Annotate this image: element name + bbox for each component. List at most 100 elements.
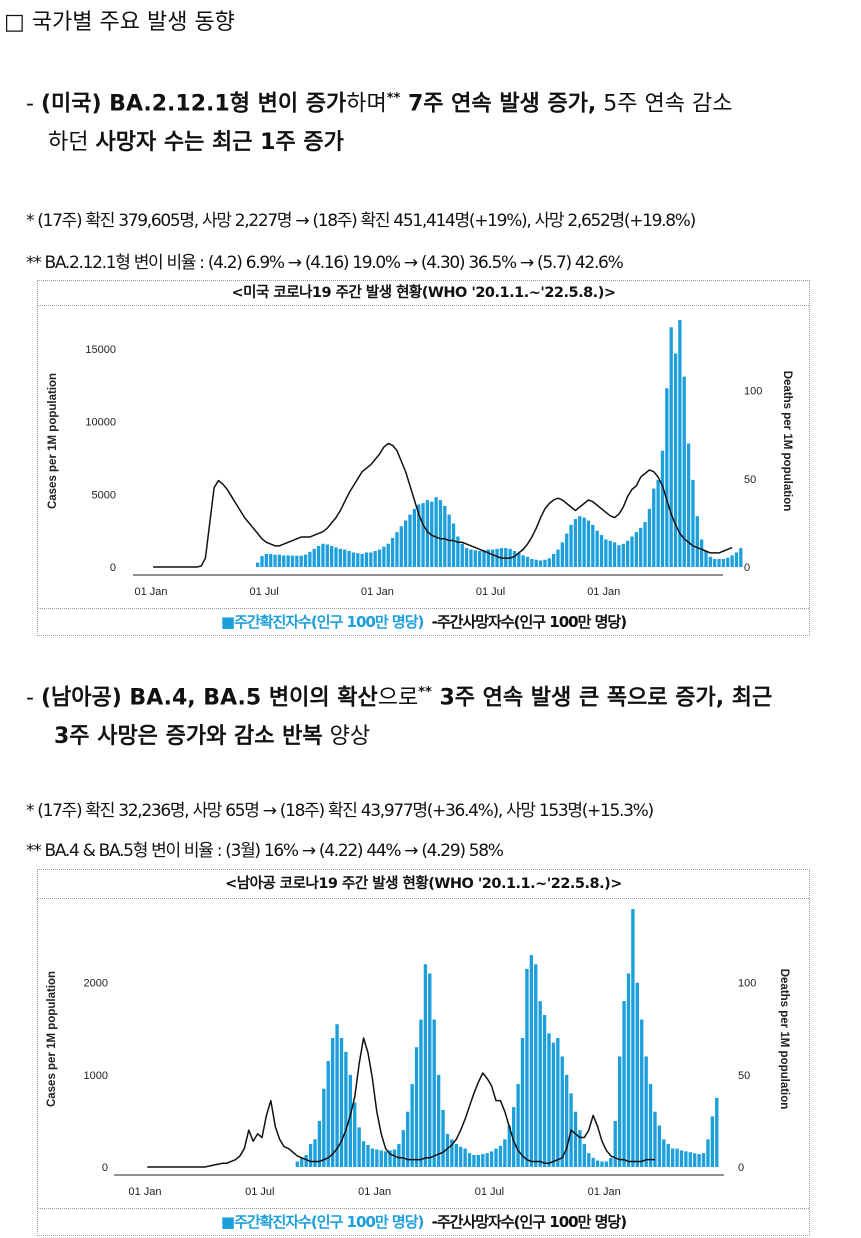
- y-tick-label: 15000: [85, 344, 116, 356]
- cases-bar: [467, 1153, 472, 1167]
- cases-bar: [366, 1144, 370, 1167]
- cases-bar: [708, 556, 713, 567]
- za-footnote-mark: **: [418, 685, 432, 700]
- cases-bar: [369, 552, 373, 567]
- x-tick-label: 01 Jul: [245, 1186, 274, 1198]
- cases-bar: [321, 543, 325, 567]
- cases-bar: [295, 555, 299, 567]
- cases-bar: [565, 533, 569, 567]
- cases-bar: [343, 549, 347, 567]
- cases-bar: [699, 539, 704, 567]
- x-tick-label: 01 Jul: [475, 1186, 504, 1198]
- cases-bar: [644, 1056, 648, 1167]
- cases-bar: [617, 1056, 622, 1167]
- cases-bar: [516, 1084, 520, 1167]
- us-footnote-mark: **: [386, 91, 401, 106]
- cases-bar: [582, 517, 586, 567]
- cases-bar: [587, 1153, 591, 1167]
- cases-bar: [621, 543, 625, 567]
- cases-bar: [364, 552, 369, 567]
- za-line2-bold: 3주 사망은 증가와 감소 반복: [54, 724, 323, 749]
- cases-bar: [662, 1139, 666, 1167]
- cases-bar: [686, 443, 691, 567]
- cases-bar: [338, 548, 343, 567]
- za-headline-normal1: 으로: [377, 685, 419, 711]
- cases-bar: [547, 1033, 551, 1167]
- section-title: □ 국가별 주요 발생 동향: [4, 10, 235, 35]
- x-tick-label: 01 Jan: [587, 586, 620, 598]
- cases-bar: [463, 1148, 467, 1167]
- cases-bar: [498, 1145, 503, 1167]
- cases-bar: [481, 1154, 485, 1167]
- cases-bar: [313, 1139, 317, 1167]
- deaths-line: [147, 1037, 655, 1168]
- cases-bar: [300, 1157, 304, 1167]
- cases-bar: [679, 1150, 684, 1167]
- cases-bar: [428, 973, 432, 1167]
- cases-bar: [560, 542, 565, 567]
- cases-bar: [377, 549, 382, 567]
- x-tick-label: 01 Jan: [588, 1186, 621, 1198]
- za-line2-normal: 양상: [322, 724, 371, 749]
- cases-bar: [436, 1074, 441, 1167]
- cases-bar: [653, 1111, 657, 1167]
- cases-bar: [464, 548, 469, 567]
- cases-bar: [682, 376, 686, 567]
- za-dash: -: [26, 685, 41, 711]
- cases-bar: [295, 1161, 300, 1167]
- cases-bar: [591, 1157, 595, 1167]
- za-chart: 01 Jan 01 Jul 01 Jan 01 Jul 01 Jan 0 1000 2000 0…: [46, 909, 790, 1198]
- cases-bar: [715, 1097, 719, 1167]
- cases-bar: [408, 514, 412, 567]
- cases-bar: [299, 555, 303, 567]
- cases-bar: [564, 1074, 569, 1167]
- za-bullet-line2: 3주 사망은 증가와 감소 반복 양상: [54, 718, 861, 756]
- cases-bar: [608, 540, 612, 567]
- us-line2-normal: 하던: [48, 130, 96, 155]
- cases-bar: [586, 520, 591, 567]
- cases-bar: [348, 1074, 352, 1167]
- cases-bar: [495, 548, 499, 567]
- us-chart: 01 Jan 01 Jul 01 Jan 01 Jul 01 Jan 0 5000 10000…: [47, 320, 793, 598]
- cases-bar: [622, 1001, 626, 1167]
- cases-bar: [286, 555, 290, 567]
- za-bullet-line1: - (남아공) BA.4, BA.5 변이의 확산으로** 3주 연속 발생 큰…: [26, 674, 858, 717]
- cases-bar: [551, 1042, 556, 1167]
- cases-bar: [697, 1154, 701, 1167]
- cases-bar: [334, 547, 338, 567]
- cases-bar: [472, 1155, 476, 1167]
- cases-bar: [665, 388, 669, 567]
- y2-tick-label: 0: [738, 1162, 744, 1174]
- y-tick-label: 0: [102, 1162, 108, 1174]
- cases-bar: [357, 1127, 361, 1167]
- cases-bar: [726, 557, 730, 567]
- y-tick-label: 10000: [85, 417, 116, 429]
- cases-bar: [688, 1152, 692, 1167]
- cases-bar: [640, 1019, 644, 1167]
- cases-bar: [445, 1133, 450, 1167]
- cases-bar: [573, 1111, 578, 1167]
- za-headline-bold1: (남아공) BA.4, BA.5 변이의 확산: [40, 685, 378, 711]
- cases-bar: [529, 955, 534, 1167]
- cases-bar: [304, 1155, 308, 1167]
- cases-bar: [361, 1141, 366, 1167]
- cases-bar: [412, 508, 417, 567]
- cases-bar: [486, 549, 491, 567]
- cases-bar: [591, 524, 595, 567]
- cases-bar: [432, 1019, 436, 1167]
- cases-bar: [543, 559, 547, 567]
- cases-bar: [691, 479, 695, 567]
- cases-bar: [648, 1084, 653, 1167]
- cases-bar: [386, 543, 390, 567]
- cases-bar: [569, 524, 573, 567]
- cases-bar: [308, 1143, 313, 1167]
- cases-bar: [494, 1148, 498, 1167]
- cases-bar: [701, 1153, 706, 1167]
- cases-bar: [353, 1102, 357, 1167]
- us-headline-normal2: 5주 연속 감소: [596, 91, 733, 117]
- cases-bar: [573, 519, 578, 567]
- cases-bar: [520, 1038, 525, 1167]
- cases-bar: [255, 562, 260, 567]
- cases-bar: [335, 1024, 339, 1167]
- za-chart-legend: ■주간확진자수(인구 100만 명당) -주간사망자수(인구 100만 명당): [38, 1208, 809, 1235]
